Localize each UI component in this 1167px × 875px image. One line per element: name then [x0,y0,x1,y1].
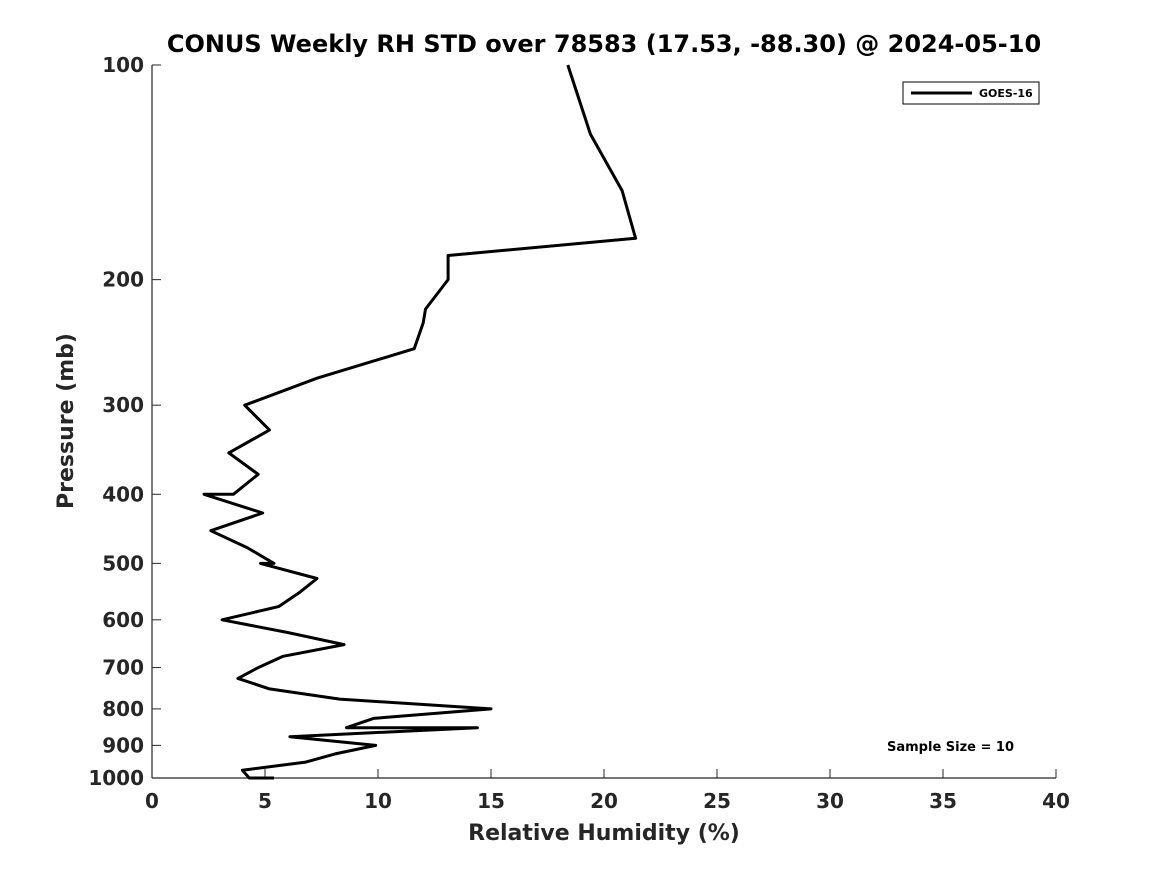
sample-size-annotation: Sample Size = 10 [887,740,1014,755]
y-axis-label: Pressure (mb) [54,333,79,509]
plot-area [152,65,1056,778]
y-axis: 100 200 300 400 500 600 700 800 900 1000 [88,53,161,790]
x-tick-label: 35 [929,789,957,813]
x-tick-label: 15 [477,789,505,813]
y-tick-label: 200 [102,268,144,292]
y-tick-label: 100 [102,53,144,77]
x-tick-label: 20 [590,789,618,813]
x-tick-label: 10 [364,789,392,813]
x-tick-label: 30 [816,789,844,813]
y-tick-label: 600 [102,608,144,632]
x-axis: 0 5 10 15 20 25 30 35 40 [145,769,1070,813]
x-tick-label: 40 [1042,789,1070,813]
x-tick-label: 25 [703,789,731,813]
x-axis-label: Relative Humidity (%) [468,821,740,846]
x-tick-label: 5 [258,789,272,813]
chart-title: CONUS Weekly RH STD over 78583 (17.53, -… [167,30,1041,58]
y-tick-label: 900 [102,733,144,757]
y-tick-label: 400 [102,482,144,506]
legend-label-goes16: GOES-16 [979,87,1033,100]
legend: GOES-16 [902,81,1040,105]
y-tick-label: 1000 [88,766,144,790]
y-tick-label: 800 [102,697,144,721]
x-tick-label: 0 [145,789,159,813]
y-tick-label: 700 [102,656,144,680]
y-tick-label: 300 [102,393,144,417]
series-line-goes16 [202,64,638,780]
y-tick-label: 500 [102,551,144,575]
